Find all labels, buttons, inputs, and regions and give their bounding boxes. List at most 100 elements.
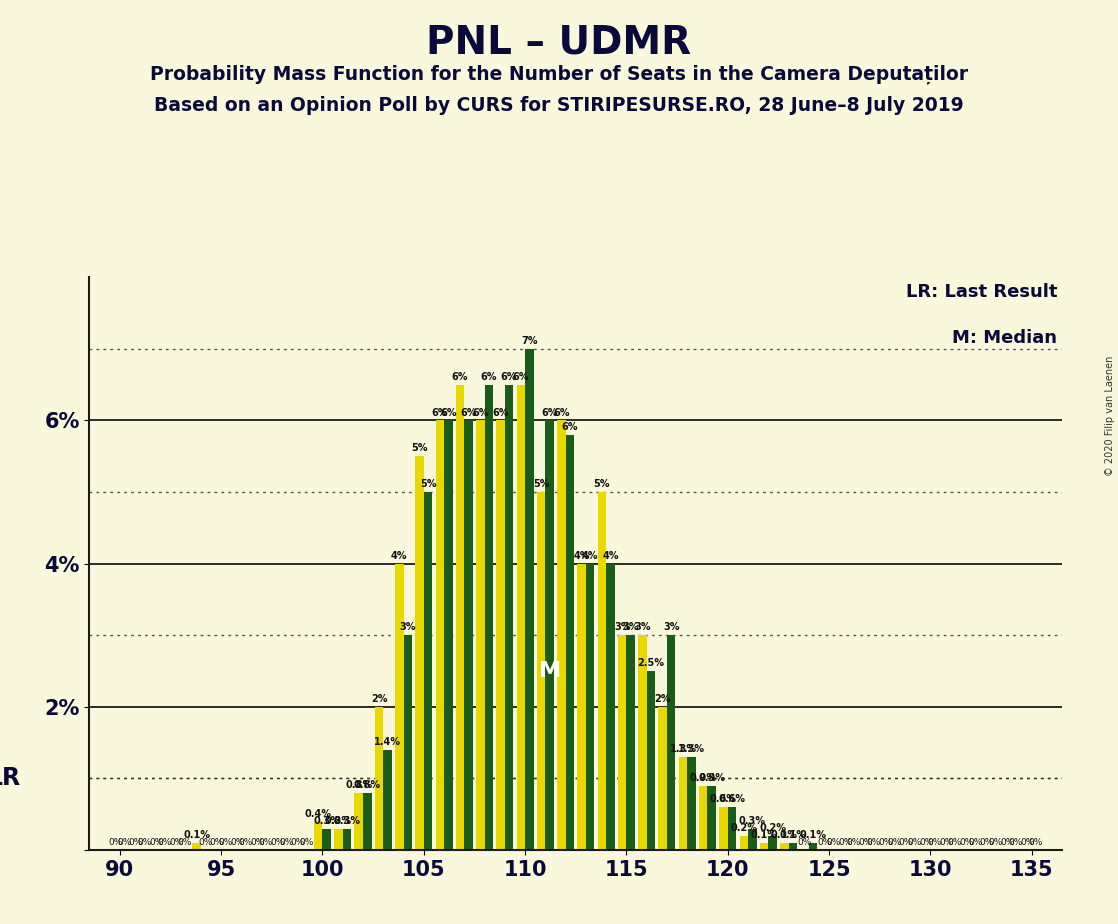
Text: 2%: 2% [654, 694, 671, 704]
Bar [546, 420, 553, 850]
Text: 0%: 0% [879, 838, 893, 847]
Text: 5%: 5% [419, 480, 436, 489]
Text: 1.4%: 1.4% [375, 737, 401, 747]
Text: 1.3%: 1.3% [678, 744, 705, 754]
Bar [719, 808, 728, 850]
Text: 0%: 0% [826, 838, 841, 847]
Text: 0.1%: 0.1% [750, 830, 777, 840]
Text: 0.1%: 0.1% [799, 830, 826, 840]
Text: 0%: 0% [1021, 838, 1034, 847]
Text: 0%: 0% [291, 838, 305, 847]
Text: 0%: 0% [928, 838, 941, 847]
Text: 0%: 0% [108, 838, 123, 847]
Text: 0%: 0% [238, 838, 253, 847]
Text: 0.9%: 0.9% [690, 772, 717, 783]
Text: 1.3%: 1.3% [670, 744, 697, 754]
Bar [444, 420, 453, 850]
Bar [577, 564, 586, 850]
Bar [476, 420, 484, 850]
Bar [525, 348, 533, 850]
Text: 0.1%: 0.1% [183, 830, 210, 840]
Bar [760, 843, 768, 850]
Text: 0%: 0% [169, 838, 183, 847]
Bar [566, 434, 575, 850]
Text: 0%: 0% [846, 838, 861, 847]
Bar [322, 829, 331, 850]
Text: 0%: 0% [1008, 838, 1023, 847]
Text: 0%: 0% [280, 838, 293, 847]
Text: 0%: 0% [300, 838, 314, 847]
Bar [728, 808, 737, 850]
Bar [638, 636, 646, 850]
Text: 0%: 0% [198, 838, 212, 847]
Text: 0.4%: 0.4% [305, 808, 332, 819]
Text: 0%: 0% [250, 838, 265, 847]
Bar [436, 420, 444, 850]
Bar [404, 636, 413, 850]
Text: 3%: 3% [399, 623, 416, 632]
Text: 0%: 0% [178, 838, 192, 847]
Text: 0%: 0% [948, 838, 963, 847]
Text: 0%: 0% [999, 838, 1014, 847]
Text: 0%: 0% [271, 838, 285, 847]
Bar [739, 835, 748, 850]
Text: 0%: 0% [149, 838, 163, 847]
Text: M: M [539, 661, 561, 681]
Text: 0.8%: 0.8% [353, 780, 381, 790]
Text: 0%: 0% [129, 838, 143, 847]
Text: 2.5%: 2.5% [637, 658, 664, 668]
Text: 0%: 0% [887, 838, 901, 847]
Text: 5%: 5% [411, 444, 428, 454]
Text: 0.2%: 0.2% [730, 823, 757, 833]
Text: 0%: 0% [1029, 838, 1043, 847]
Text: 6%: 6% [561, 422, 578, 432]
Bar [537, 492, 546, 850]
Text: 0.8%: 0.8% [345, 780, 372, 790]
Bar [343, 829, 351, 850]
Text: 0%: 0% [117, 838, 131, 847]
Text: 0%: 0% [988, 838, 1003, 847]
Bar [788, 843, 797, 850]
Text: 0%: 0% [138, 838, 152, 847]
Text: 4%: 4% [603, 551, 618, 561]
Text: 0.3%: 0.3% [313, 816, 340, 826]
Bar [768, 835, 777, 850]
Text: © 2020 Filip van Laenen: © 2020 Filip van Laenen [1106, 356, 1115, 476]
Text: 6%: 6% [481, 371, 498, 382]
Bar [517, 384, 525, 850]
Bar [808, 843, 817, 850]
Text: 0.1%: 0.1% [779, 830, 806, 840]
Text: 0.3%: 0.3% [333, 816, 360, 826]
Text: 0%: 0% [859, 838, 872, 847]
Bar [375, 707, 383, 850]
Bar [646, 671, 655, 850]
Text: 6%: 6% [452, 371, 468, 382]
Text: 0.6%: 0.6% [719, 795, 746, 804]
Text: 0%: 0% [899, 838, 913, 847]
Text: LR: Last Result: LR: Last Result [906, 283, 1058, 301]
Text: 0%: 0% [959, 838, 974, 847]
Text: 4%: 4% [574, 551, 590, 561]
Text: Probability Mass Function for the Number of Seats in the Camera Deputaților: Probability Mass Function for the Number… [150, 65, 968, 84]
Text: 6%: 6% [440, 407, 456, 418]
Text: 0%: 0% [907, 838, 921, 847]
Text: 0%: 0% [210, 838, 224, 847]
Text: 6%: 6% [513, 371, 529, 382]
Text: 0.6%: 0.6% [710, 795, 737, 804]
Bar [484, 384, 493, 850]
Bar [192, 843, 201, 850]
Bar [586, 564, 595, 850]
Text: 6%: 6% [472, 407, 489, 418]
Bar [363, 793, 371, 850]
Text: 0%: 0% [866, 838, 881, 847]
Bar [456, 384, 464, 850]
Text: 3%: 3% [623, 623, 638, 632]
Bar [383, 750, 391, 850]
Text: 6%: 6% [461, 407, 476, 418]
Text: 6%: 6% [501, 371, 518, 382]
Bar [708, 785, 716, 850]
Text: 6%: 6% [541, 407, 558, 418]
Text: 3%: 3% [634, 623, 651, 632]
Text: 0%: 0% [218, 838, 233, 847]
Text: 6%: 6% [432, 407, 448, 418]
